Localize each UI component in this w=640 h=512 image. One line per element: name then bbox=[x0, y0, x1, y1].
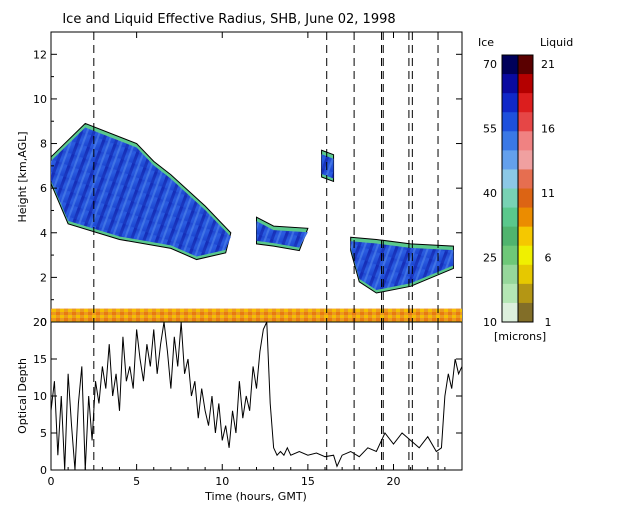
colorbar-ice-tick-label: 10 bbox=[483, 316, 497, 329]
bottom-y-tick-label: 0 bbox=[40, 464, 47, 477]
top-y-tick-label: 12 bbox=[33, 48, 47, 61]
colorbar-liquid-swatch bbox=[518, 150, 533, 170]
colorbar-ice-swatch bbox=[502, 188, 518, 209]
colorbar-ice-swatch bbox=[502, 226, 518, 247]
colorbar-ice-swatch bbox=[502, 207, 518, 228]
colorbar-ice-swatch bbox=[502, 55, 518, 75]
chart-title: Ice and Liquid Effective Radius, SHB, Ju… bbox=[62, 12, 395, 27]
colorbar: Ice Liquid 70 21 55 16 40 11 25 6 10 1 [microns] bbox=[478, 36, 573, 343]
colorbar-liquid-swatch bbox=[518, 188, 533, 209]
colorbar-liquid-bar bbox=[518, 55, 533, 323]
top-y-tick-label: 0 bbox=[40, 316, 47, 329]
bottom-y-axis: 0 5 10 15 20 bbox=[33, 316, 462, 477]
colorbar-liquid-swatch bbox=[518, 302, 533, 323]
colorbar-ice-tick-label: 40 bbox=[483, 187, 497, 200]
colorbar-ice-swatch bbox=[502, 150, 518, 170]
colorbar-ice-tick-label: 70 bbox=[483, 58, 497, 71]
top-y-tick-label: 4 bbox=[40, 227, 47, 240]
cloud-core-1 bbox=[256, 221, 308, 248]
colorbar-liquid-swatch bbox=[518, 283, 533, 304]
cloud-core-0 bbox=[51, 127, 231, 257]
colorbar-ice-swatch bbox=[502, 169, 518, 189]
colorbar-ice-swatch bbox=[502, 283, 518, 304]
colorbar-ice-swatch bbox=[502, 264, 518, 285]
dashed-markers-bottom bbox=[93, 322, 439, 470]
x-axis-label: Time (hours, GMT) bbox=[204, 490, 307, 503]
colorbar-ice-swatch bbox=[502, 93, 518, 113]
colorbar-ice-bar bbox=[502, 55, 518, 323]
colorbar-liquid-swatch bbox=[518, 207, 533, 228]
dashed-markers-top bbox=[93, 32, 439, 322]
bottom-y-tick-label: 5 bbox=[40, 427, 47, 440]
colorbar-liquid-swatch bbox=[518, 226, 533, 247]
colorbar-ice-swatch bbox=[502, 131, 518, 151]
cloud-core-3 bbox=[350, 241, 454, 290]
top-y-tick-label: 6 bbox=[40, 182, 47, 195]
colorbar-ice-tick-label: 55 bbox=[483, 123, 497, 136]
colorbar-liquid-label: Liquid bbox=[540, 36, 573, 49]
bottom-y-tick-label: 15 bbox=[33, 353, 47, 366]
colorbar-liquid-swatch bbox=[518, 264, 533, 285]
x-tick-label: 20 bbox=[387, 475, 401, 488]
colorbar-liquid-swatch bbox=[518, 131, 533, 151]
colorbar-liquid-tick-label: 21 bbox=[541, 58, 555, 71]
top-y-axis-label: Height [km,AGL] bbox=[16, 131, 29, 222]
cloud-core-2 bbox=[321, 154, 334, 179]
colorbar-liquid-swatch bbox=[518, 245, 533, 266]
bottom-y-tick-label: 20 bbox=[33, 316, 47, 329]
x-tick-label: 15 bbox=[301, 475, 315, 488]
bottom-x-axis: 0 5 10 15 20 bbox=[48, 32, 446, 488]
top-y-tick-label: 2 bbox=[40, 271, 47, 284]
colorbar-liquid-tick-label: 11 bbox=[541, 187, 555, 200]
liquid-band bbox=[51, 308, 462, 322]
effective-radius-panel: 0 2 4 6 8 10 12 Height [km,AGL] bbox=[16, 31, 463, 329]
bottom-y-tick-label: 10 bbox=[33, 390, 47, 403]
colorbar-ice-swatch bbox=[502, 74, 518, 94]
top-y-tick-label: 10 bbox=[33, 93, 47, 106]
cloud-regions bbox=[50, 122, 454, 294]
colorbar-liquid-tick-label: 16 bbox=[541, 123, 555, 136]
liquid-layer bbox=[51, 308, 462, 322]
top-y-tick-label: 8 bbox=[40, 138, 47, 151]
colorbar-ice-swatch bbox=[502, 112, 518, 132]
x-tick-label: 0 bbox=[48, 475, 55, 488]
colorbar-ice-swatch bbox=[502, 245, 518, 266]
x-tick-label: 5 bbox=[133, 475, 140, 488]
colorbar-liquid-swatch bbox=[518, 169, 533, 189]
colorbar-ice-swatch bbox=[502, 302, 518, 323]
bottom-y-axis-label: Optical Depth bbox=[16, 358, 29, 434]
colorbar-liquid-tick-label: 6 bbox=[545, 252, 552, 265]
colorbar-ticks: 70 21 55 16 40 11 25 6 10 1 bbox=[483, 58, 555, 329]
colorbar-liquid-swatch bbox=[518, 74, 533, 94]
x-tick-label: 10 bbox=[215, 475, 229, 488]
colorbar-ice-label: Ice bbox=[478, 36, 494, 49]
colorbar-unit-label: [microns] bbox=[494, 330, 546, 343]
top-y-axis: 0 2 4 6 8 10 12 bbox=[33, 48, 462, 329]
colorbar-liquid-swatch bbox=[518, 112, 533, 132]
colorbar-liquid-swatch bbox=[518, 93, 533, 113]
optical-depth-series bbox=[50, 321, 463, 471]
colorbar-ice-tick-label: 25 bbox=[483, 252, 497, 265]
colorbar-liquid-swatch bbox=[518, 55, 533, 75]
colorbar-liquid-tick-label: 1 bbox=[545, 316, 552, 329]
